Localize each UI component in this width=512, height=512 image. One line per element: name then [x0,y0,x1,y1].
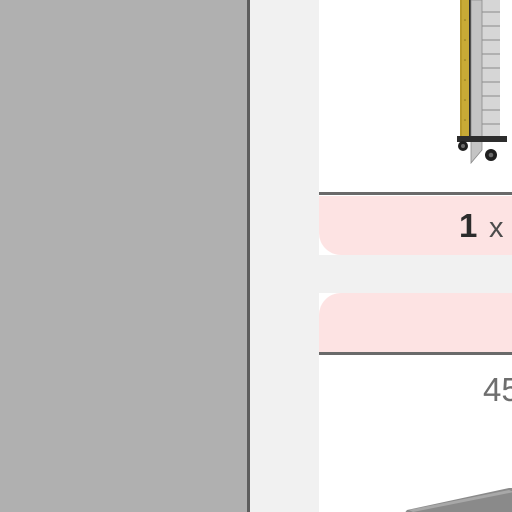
quantity-times-symbol: x [489,212,504,244]
gutter [250,0,319,512]
tool-cabinet-image [457,0,507,165]
divider-top [319,192,512,195]
cart-item-column: 1 x 45 [319,0,512,512]
item-value: 45 [483,371,512,408]
quantity-card [319,196,512,255]
divider-bottom [319,352,512,355]
product-image-partial [405,488,512,512]
spacer [319,255,512,293]
left-panel [0,0,247,512]
quantity-value: 1 [459,207,478,244]
panel-divider [247,0,250,512]
price-card [319,293,512,353]
